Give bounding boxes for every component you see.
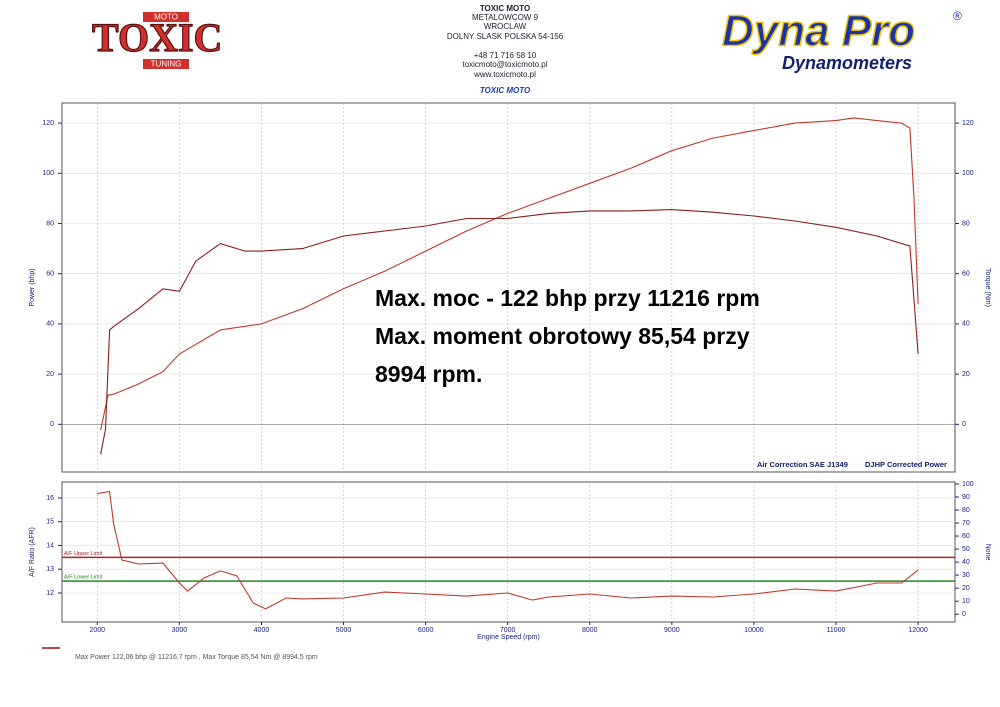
x-axis-label: Engine Speed (rpm): [477, 634, 540, 641]
x-tick-label: 7000: [500, 627, 516, 634]
logo-tag: [143, 59, 189, 69]
website: www.toxicmoto.pl: [473, 70, 536, 79]
callout: 8994 rpm.: [375, 361, 482, 387]
annotation: Air Correction SAE J1349: [757, 460, 848, 469]
y-tick-label: 80: [46, 220, 54, 227]
logo-mark: ®: [953, 9, 962, 23]
y-tick-label: 13: [46, 566, 54, 573]
reference-label: A/F Upper Limit: [64, 551, 103, 557]
y2-tick-label: 50: [962, 546, 970, 553]
y2-tick-label: 0: [962, 421, 966, 428]
y-tick-label: 15: [46, 519, 54, 526]
y2-tick-label: 80: [962, 220, 970, 227]
address-line: METALOWCOW 9: [472, 13, 539, 22]
bottom-plot-frame: [61, 481, 956, 623]
y2-tick-label: 80: [962, 507, 970, 514]
y2-tick-label: 40: [962, 321, 970, 328]
legend-text: Max Power 122,06 bhp @ 11216,7 rpm , Max…: [75, 654, 318, 661]
phone: +48 71 716 58 10: [474, 51, 537, 60]
x-tick-label: 11000: [827, 627, 846, 634]
y-tick-label: 120: [42, 120, 54, 127]
x-tick-label: 9000: [664, 627, 680, 634]
x-tick-label: 3000: [172, 627, 188, 634]
y-tick-label: 0: [50, 421, 54, 428]
y2-tick-label: 100: [962, 170, 974, 177]
callout: Max. moment obrotowy 85,54 przy: [375, 323, 750, 349]
logo-top: MOTO: [154, 13, 178, 22]
x-tick-label: 6000: [418, 627, 434, 634]
x-tick-label: 10000: [744, 627, 764, 634]
x-tick-label: 2000: [90, 627, 106, 634]
y2-tick-label: 90: [962, 494, 970, 501]
y2-tick-label: 70: [962, 520, 970, 527]
logo-bottom: TUNING: [151, 60, 182, 69]
y-tick-label: 40: [46, 321, 54, 328]
y2-tick-label: 40: [962, 559, 970, 566]
annotation: DJHP Corrected Power: [865, 460, 947, 469]
y-axis-label: A/F Ratio (AFR): [29, 527, 36, 577]
x-tick-label: 8000: [582, 627, 598, 634]
x-tick-label: 5000: [336, 627, 352, 634]
callout: Max. moc - 122 bhp przy 11216 rpm: [375, 285, 760, 311]
address-line: DOLNY SLASK POLSKA 54-156: [447, 32, 564, 41]
y2-tick-label: 20: [962, 371, 970, 378]
y-tick-label: 100: [42, 170, 54, 177]
y-tick-label: 20: [46, 371, 54, 378]
x-tick-label: 12000: [908, 627, 928, 634]
y2-tick-label: 100: [962, 481, 974, 488]
logo-tag: [143, 12, 189, 22]
y-axis-label: Power (bhp): [29, 268, 36, 306]
toxic-logo: TOXIC MOTO TUNING: [91, 12, 223, 69]
y2-axis-label: None: [984, 544, 991, 561]
y2-tick-label: 60: [962, 533, 970, 540]
y2-tick-label: 30: [962, 572, 970, 579]
dynapro-logo: Dyna Pro ® Dynamometers: [721, 6, 962, 73]
y2-tick-label: 10: [962, 598, 970, 605]
y2-tick-label: 60: [962, 271, 970, 278]
logo-sub: Dynamometers: [782, 53, 912, 73]
data-line: [100, 117, 919, 431]
top-plot-frame: [61, 102, 956, 473]
logo-main: TOXIC: [92, 15, 222, 60]
x-tick-label: 4000: [254, 627, 270, 634]
data-line: [100, 209, 919, 455]
y2-tick-label: 120: [962, 120, 974, 127]
company: TOXIC MOTO: [480, 4, 530, 13]
y-tick-label: 14: [46, 542, 54, 549]
y2-tick-label: 20: [962, 585, 970, 592]
logo-main: Dyna Pro: [722, 7, 915, 56]
y-tick-label: 60: [46, 271, 54, 278]
y2-axis-label: Torque (Nm): [984, 268, 991, 307]
address-line: WROCLAW: [484, 22, 527, 31]
header: TOXIC MOTO METALOWCOW 9 WROCLAW DOLNY SL…: [447, 4, 564, 95]
email: toxicmoto@toxicmoto.pl: [462, 60, 547, 69]
y-tick-label: 12: [46, 590, 54, 597]
reference-label: A/F Lower Limit: [64, 575, 103, 581]
data-line: [97, 490, 919, 610]
subtitle: TOXIC MOTO: [480, 86, 531, 95]
y-tick-label: 16: [46, 495, 54, 502]
y2-tick-label: 0: [962, 611, 966, 618]
